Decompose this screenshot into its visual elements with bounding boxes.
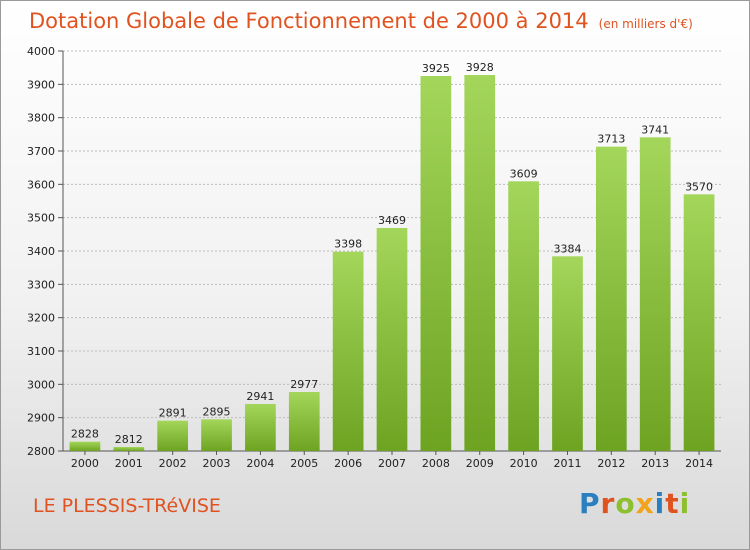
bar [201,419,232,451]
y-tick-label: 4000 [27,45,55,58]
y-tick-label: 3000 [27,378,55,391]
bar [113,447,145,451]
data-label: 2895 [203,405,231,418]
x-tick-label: 2004 [246,457,274,470]
data-label: 3925 [422,62,450,75]
x-tick-label: 2003 [203,457,231,470]
data-label: 2891 [159,407,187,420]
y-tick-label: 3400 [27,245,55,258]
y-tick-label: 3100 [27,345,55,358]
x-tick-label: 2006 [334,457,362,470]
data-label: 3928 [466,61,494,74]
logo-letter: r [600,487,616,520]
bar [464,75,496,451]
bar [508,181,539,452]
x-tick-label: 2005 [290,457,318,470]
municipality-name: LE PLESSIS-TRéVISE [33,495,221,517]
x-tick-label: 2007 [378,457,406,470]
bar [157,420,189,451]
data-label: 3469 [378,214,406,227]
chart-title: Dotation Globale de Fonctionnement de 20… [29,9,693,33]
x-tick-label: 2011 [553,457,581,470]
data-label: 3398 [334,238,362,251]
data-label: 2941 [246,390,274,403]
data-label: 3713 [597,133,625,146]
bar [683,194,715,452]
data-labels: 2828 2812 2891 2895 2941 2977 3398 3469 3925 3928… [71,61,713,446]
x-tick-label: 2013 [641,457,669,470]
proxiti-logo[interactable]: Proxiti [579,487,690,520]
data-label: 2812 [115,433,143,446]
y-tick-label: 3300 [27,278,55,291]
logo-letter: i [679,487,691,520]
x-tick-label: 2009 [466,457,494,470]
x-tick-label: 2001 [115,457,143,470]
y-tick-labels: 2800 2900 3000 3100 3200 3300 3400 3500 3600 3700… [27,45,55,458]
y-tick-label: 3700 [27,145,55,158]
logo-letter: i [654,487,666,520]
data-label: 3741 [641,123,669,136]
x-tick-label: 2010 [510,457,538,470]
bar [288,392,320,451]
data-label: 3609 [510,167,538,180]
bars [69,75,715,452]
bar [595,146,627,451]
bar [332,251,364,451]
chart-title-text: Dotation Globale de Fonctionnement de 20… [29,9,589,33]
x-tick-label: 2002 [159,457,187,470]
x-tick-label: 2008 [422,457,450,470]
data-label: 3570 [685,180,713,193]
y-tick-label: 3500 [27,212,55,225]
bar [245,404,276,451]
y-tick-label: 3800 [27,112,55,125]
data-label: 2828 [71,428,99,441]
chart-unit: (en milliers d'€) [598,17,693,31]
bar [69,441,101,451]
y-tick-label: 3600 [27,178,55,191]
logo-letter: P [579,487,601,520]
y-tick-label: 3200 [27,312,55,325]
y-tick-label: 2800 [27,445,55,458]
x-tick-label: 2012 [597,457,625,470]
y-tick-label: 2900 [27,412,55,425]
data-label: 3384 [553,242,581,255]
logo-letter: x [635,487,655,520]
y-tick-label: 3900 [27,78,55,91]
x-tick-label: 2000 [71,457,99,470]
bar [552,256,583,451]
bar [420,76,452,451]
logo-letter: t [665,487,680,520]
bar [639,137,671,452]
data-label: 2977 [290,378,318,391]
x-tick-label: 2014 [685,457,713,470]
bar [376,228,408,451]
logo-letter: o [615,487,636,520]
x-tick-labels: 2000 2001 2002 2003 2004 2005 2006 2007 2008 2009… [71,451,713,470]
